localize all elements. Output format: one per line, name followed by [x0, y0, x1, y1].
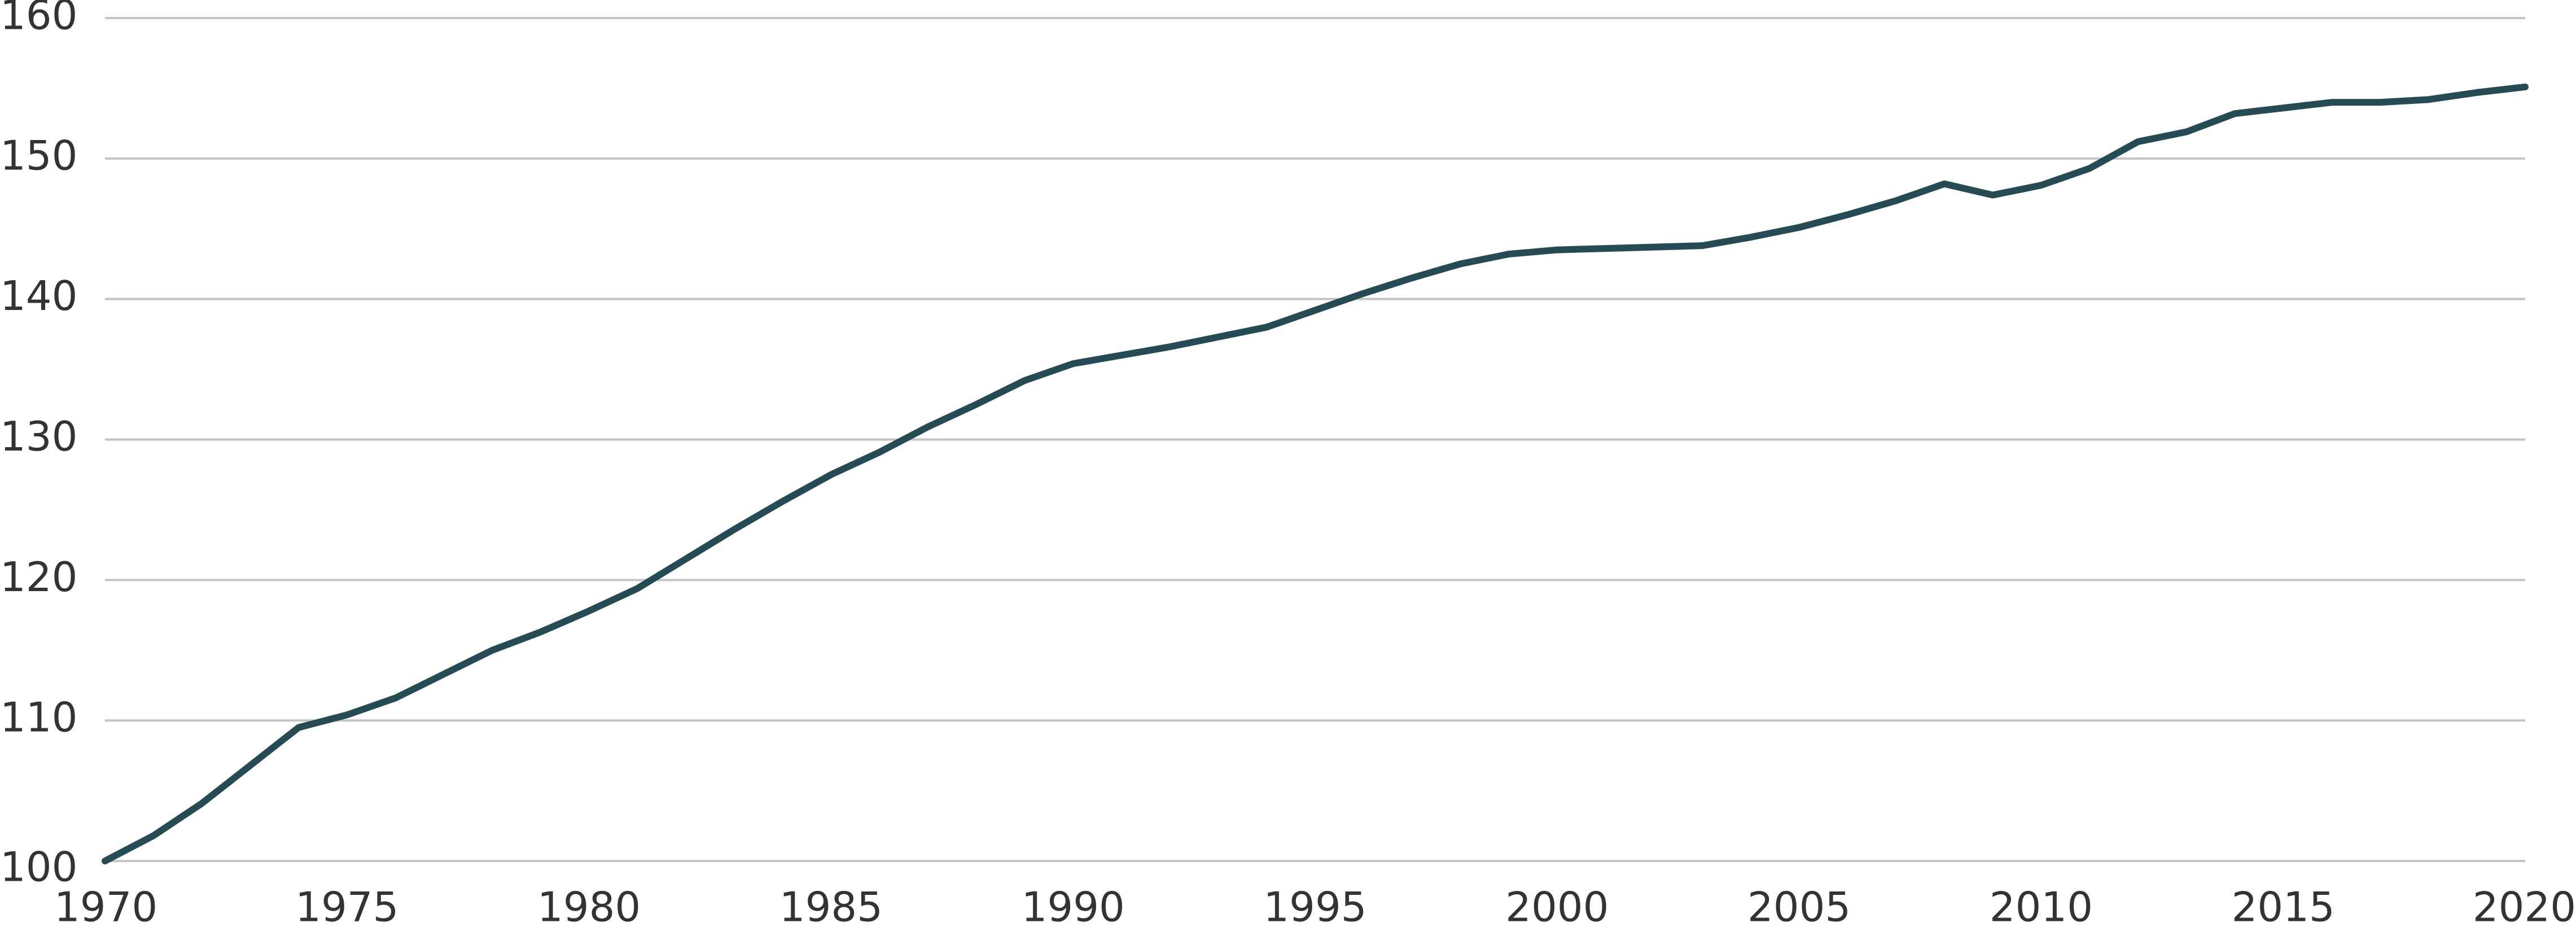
- y-tick-label: 130: [0, 413, 77, 460]
- x-tick-label: 2010: [1990, 884, 2093, 931]
- x-tick-label: 1975: [295, 884, 398, 931]
- x-tick-label: 2000: [1505, 884, 1609, 931]
- y-tick-label: 150: [0, 132, 77, 179]
- data-line: [102, 83, 2529, 864]
- y-tick-label: 110: [0, 694, 77, 741]
- x-tick-label: 1980: [537, 884, 641, 931]
- y-tick-label: 160: [0, 0, 77, 39]
- y-tick-label: 120: [0, 553, 77, 601]
- x-tick-label: 2020: [2473, 884, 2576, 931]
- y-tick-label: 100: [0, 843, 77, 891]
- x-tick-label: 1970: [54, 884, 157, 931]
- y-tick-label: 140: [0, 272, 77, 320]
- x-tick-label: 1990: [1022, 884, 1125, 931]
- x-tick-label: 1995: [1263, 884, 1366, 931]
- x-tick-label: 2005: [1747, 884, 1851, 931]
- x-tick-label: 2015: [2232, 884, 2335, 931]
- x-tick-label: 1985: [779, 884, 883, 931]
